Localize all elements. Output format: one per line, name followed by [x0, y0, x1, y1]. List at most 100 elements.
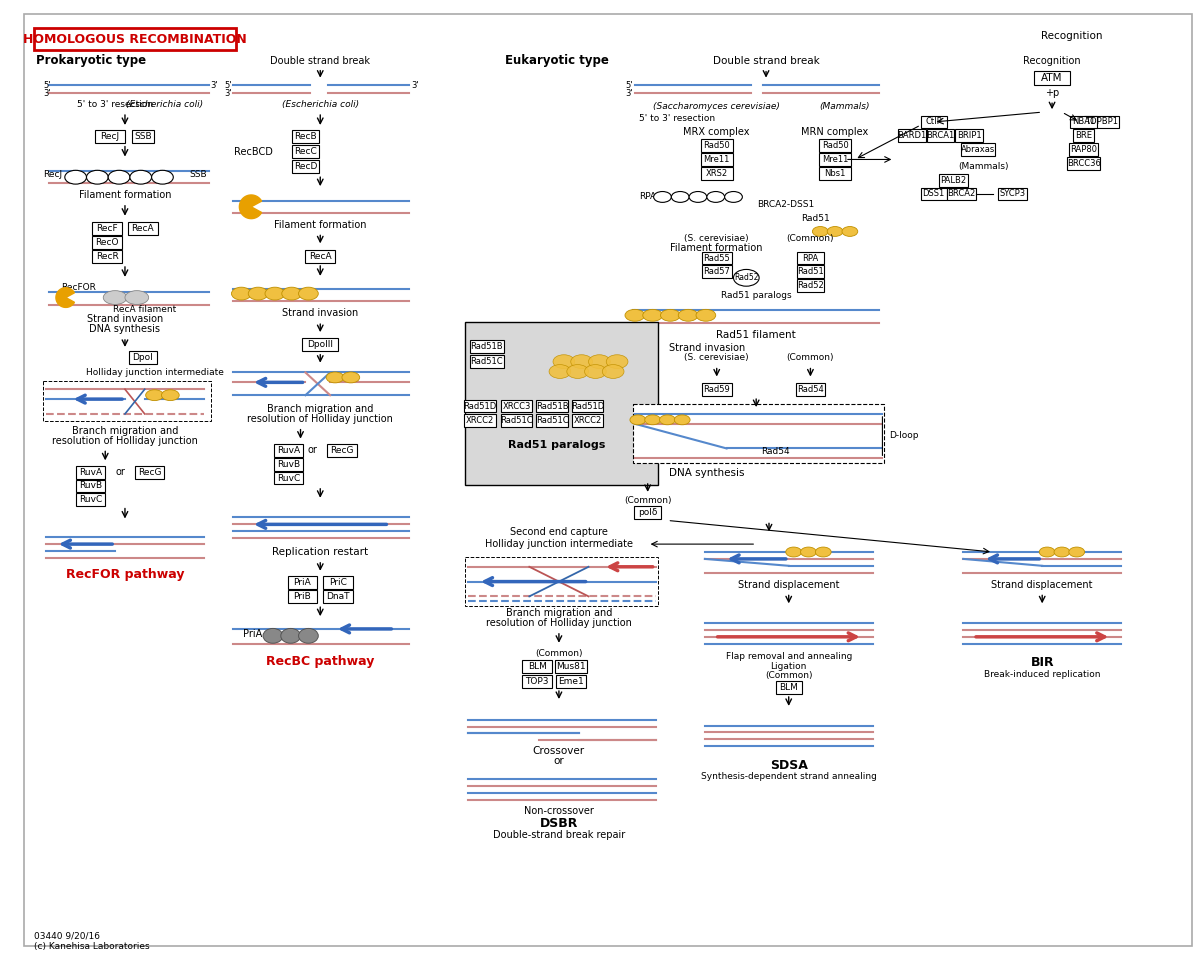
Text: (c) Kanehisa Laboratories: (c) Kanehisa Laboratories — [35, 942, 150, 950]
Text: RecBCD: RecBCD — [234, 147, 272, 156]
FancyBboxPatch shape — [920, 187, 947, 201]
Text: Second end capture: Second end capture — [510, 527, 608, 538]
FancyBboxPatch shape — [820, 139, 851, 152]
Ellipse shape — [660, 309, 680, 322]
Text: (Mammals): (Mammals) — [958, 162, 1008, 171]
Ellipse shape — [550, 365, 571, 378]
Ellipse shape — [602, 365, 624, 378]
Text: XRCC3: XRCC3 — [503, 401, 530, 411]
Text: Double-strand break repair: Double-strand break repair — [493, 830, 625, 840]
Ellipse shape — [725, 191, 743, 203]
Ellipse shape — [625, 309, 644, 322]
FancyBboxPatch shape — [955, 130, 983, 142]
Text: or: or — [115, 468, 125, 477]
FancyBboxPatch shape — [302, 339, 338, 351]
Text: RuvC: RuvC — [277, 473, 300, 483]
Text: 5': 5' — [625, 81, 632, 90]
Text: DSS1: DSS1 — [923, 189, 944, 199]
Text: Replication restart: Replication restart — [272, 547, 368, 557]
Text: RuvA: RuvA — [79, 468, 102, 476]
FancyBboxPatch shape — [466, 323, 658, 485]
FancyBboxPatch shape — [328, 444, 356, 457]
Text: Rad51C: Rad51C — [470, 357, 503, 366]
Text: RecO: RecO — [96, 238, 119, 247]
Text: PALB2: PALB2 — [941, 176, 966, 184]
Text: Strand invasion: Strand invasion — [668, 343, 745, 353]
Ellipse shape — [566, 365, 588, 378]
FancyBboxPatch shape — [522, 675, 552, 687]
FancyBboxPatch shape — [796, 383, 826, 396]
Text: Rad51C: Rad51C — [535, 417, 569, 425]
FancyBboxPatch shape — [701, 139, 732, 152]
Ellipse shape — [1039, 547, 1055, 557]
Text: or: or — [553, 756, 564, 766]
Text: BRCA2-DSS1: BRCA2-DSS1 — [757, 201, 815, 209]
FancyBboxPatch shape — [554, 660, 587, 673]
Ellipse shape — [281, 629, 300, 643]
Ellipse shape — [108, 170, 130, 184]
Ellipse shape — [827, 227, 842, 236]
FancyBboxPatch shape — [961, 143, 995, 156]
Text: RecG: RecG — [330, 445, 354, 455]
Text: Eukaryotic type: Eukaryotic type — [505, 55, 608, 67]
Text: PriC: PriC — [329, 578, 347, 588]
Text: Rad51: Rad51 — [797, 268, 823, 276]
FancyBboxPatch shape — [702, 266, 732, 278]
Text: Rad51 paralogs: Rad51 paralogs — [721, 291, 792, 300]
Text: BRCA1: BRCA1 — [926, 132, 955, 140]
Ellipse shape — [644, 415, 660, 424]
Ellipse shape — [1069, 547, 1085, 557]
Ellipse shape — [265, 287, 284, 300]
Text: (Mammals): (Mammals) — [820, 102, 870, 110]
Ellipse shape — [643, 309, 662, 322]
Text: (Common): (Common) — [764, 671, 812, 680]
Text: SSB: SSB — [134, 132, 151, 141]
Text: Strand displacement: Strand displacement — [991, 580, 1093, 589]
Text: TOPBP1: TOPBP1 — [1085, 117, 1118, 127]
FancyBboxPatch shape — [274, 458, 304, 470]
FancyBboxPatch shape — [464, 415, 496, 427]
Text: (Common): (Common) — [535, 649, 583, 659]
Text: BRCC36: BRCC36 — [1067, 159, 1100, 168]
Text: RuvA: RuvA — [277, 445, 300, 455]
FancyBboxPatch shape — [292, 131, 319, 143]
Text: SSB: SSB — [190, 170, 206, 179]
Text: (Common): (Common) — [787, 234, 834, 243]
Text: RecBC pathway: RecBC pathway — [266, 655, 374, 668]
FancyBboxPatch shape — [634, 506, 661, 519]
Text: Branch migration and: Branch migration and — [505, 608, 612, 618]
FancyBboxPatch shape — [776, 681, 802, 693]
Text: DpoI: DpoI — [132, 353, 154, 362]
Ellipse shape — [678, 309, 698, 322]
Text: Branch migration and: Branch migration and — [268, 404, 373, 414]
Text: BRIP1: BRIP1 — [956, 132, 982, 140]
FancyBboxPatch shape — [1073, 130, 1094, 142]
Ellipse shape — [299, 287, 318, 300]
Text: Mre11: Mre11 — [822, 155, 848, 164]
Ellipse shape — [689, 191, 707, 203]
Ellipse shape — [553, 355, 575, 369]
Ellipse shape — [65, 170, 86, 184]
Text: XRCC2: XRCC2 — [574, 417, 601, 425]
FancyBboxPatch shape — [35, 28, 236, 50]
FancyBboxPatch shape — [632, 404, 884, 464]
Text: 5' to 3' resection: 5' to 3' resection — [640, 113, 715, 123]
Text: (Escherichia coli): (Escherichia coli) — [126, 100, 203, 108]
FancyBboxPatch shape — [288, 590, 317, 603]
FancyBboxPatch shape — [1069, 143, 1098, 156]
Text: Rad57: Rad57 — [703, 268, 730, 276]
Text: RecFOR pathway: RecFOR pathway — [66, 568, 185, 581]
Polygon shape — [239, 195, 262, 219]
Text: 3': 3' — [43, 89, 50, 98]
Text: PriB: PriB — [294, 592, 311, 601]
Text: RecFOR: RecFOR — [61, 283, 96, 292]
Text: resolution of Holliday junction: resolution of Holliday junction — [247, 414, 394, 424]
Text: Rad59: Rad59 — [703, 385, 730, 394]
Text: Rad51D: Rad51D — [571, 401, 604, 411]
FancyBboxPatch shape — [323, 576, 353, 589]
Text: 3': 3' — [224, 89, 232, 98]
FancyBboxPatch shape — [466, 557, 658, 607]
FancyBboxPatch shape — [92, 222, 122, 235]
Text: BRE: BRE — [1075, 132, 1092, 140]
Text: RecA filament: RecA filament — [113, 305, 176, 314]
